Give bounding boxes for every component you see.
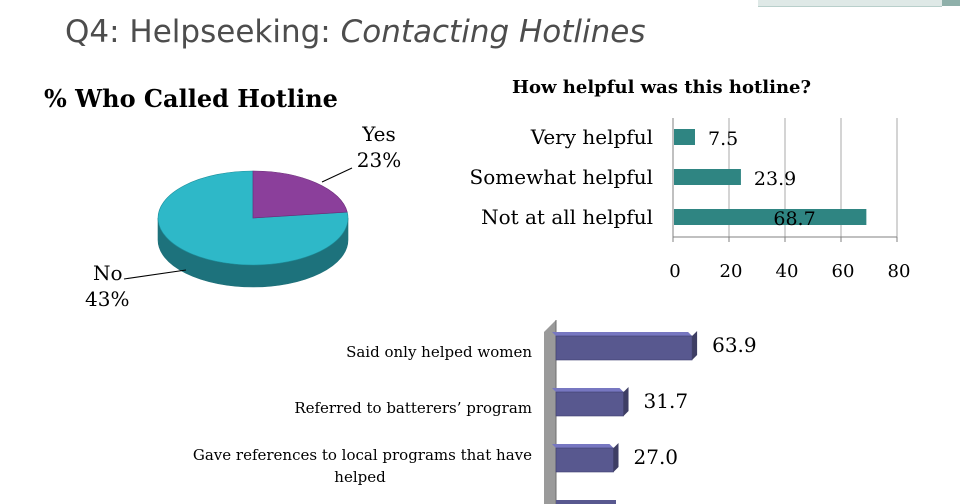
pie-leader-no <box>123 269 187 280</box>
pie-pct-no: 43% <box>85 287 129 311</box>
helpfulness-category-0: Very helpful <box>530 125 653 149</box>
pie-label-no: No <box>93 261 123 285</box>
helpfulness-value-1: 23.9 <box>754 168 796 190</box>
purple-bar-top-0 <box>552 332 693 336</box>
purple-bar-category-1: Referred to batterers’ program <box>294 399 532 417</box>
header-decoration-accent <box>942 0 960 6</box>
purple-bar-0 <box>555 335 693 361</box>
purple-bar-top-2 <box>552 444 614 448</box>
purple-bar-category-0: Said only helped women <box>346 343 532 361</box>
x-tick-label-80: 80 <box>888 261 911 282</box>
purple-bar-top-1 <box>552 388 624 392</box>
x-tick-label-40: 40 <box>776 261 799 282</box>
slide-title-italic: Contacting Hotlines <box>340 14 646 50</box>
x-tick-label-20: 20 <box>720 261 743 282</box>
helpfulness-bar-1 <box>674 169 741 185</box>
purple-bar-value-2: 27.0 <box>634 445 679 469</box>
pie-pct-yes: 23% <box>357 148 401 172</box>
purple-bar-value-1: 31.7 <box>644 389 689 413</box>
purple-bar-2 <box>555 447 614 473</box>
helpfulness-chart-title: How helpful was this hotline? <box>512 77 812 98</box>
purple-bar-partial <box>556 500 616 504</box>
slide-title-prefix: Q4: Helpseeking: <box>65 14 341 50</box>
purple-bar-end-1 <box>623 387 629 416</box>
header-decoration <box>758 0 942 7</box>
purple-bar-end-0 <box>692 331 698 360</box>
purple-bar-end-2 <box>613 443 619 472</box>
bar-chart-3d-wall <box>544 320 556 504</box>
purple-bar-category-2-line1: Gave references to local programs that h… <box>193 446 532 464</box>
pie-chart-title: % Who Called Hotline <box>44 84 338 113</box>
x-tick-label-60: 60 <box>832 261 855 282</box>
helpfulness-category-2: Not at all helpful <box>481 205 653 229</box>
helpfulness-value-0: 7.5 <box>708 128 738 150</box>
pie-leader-yes <box>321 167 353 183</box>
purple-bar-category-2-line2: helped <box>334 468 386 486</box>
slide-title: Q4: Helpseeking: Contacting Hotlines <box>65 14 646 50</box>
purple-bar-1 <box>555 391 624 417</box>
helpfulness-value-2: 68.7 <box>773 208 815 230</box>
pie-slice-yes <box>252 170 348 219</box>
helpfulness-bar-2 <box>674 209 867 225</box>
x-tick-label-0: 0 <box>669 261 680 282</box>
purple-bar-value-0: 63.9 <box>712 333 757 357</box>
helpfulness-bar-0 <box>674 129 695 145</box>
pie-label-yes: Yes <box>361 122 396 146</box>
helpfulness-category-1: Somewhat helpful <box>470 165 653 189</box>
